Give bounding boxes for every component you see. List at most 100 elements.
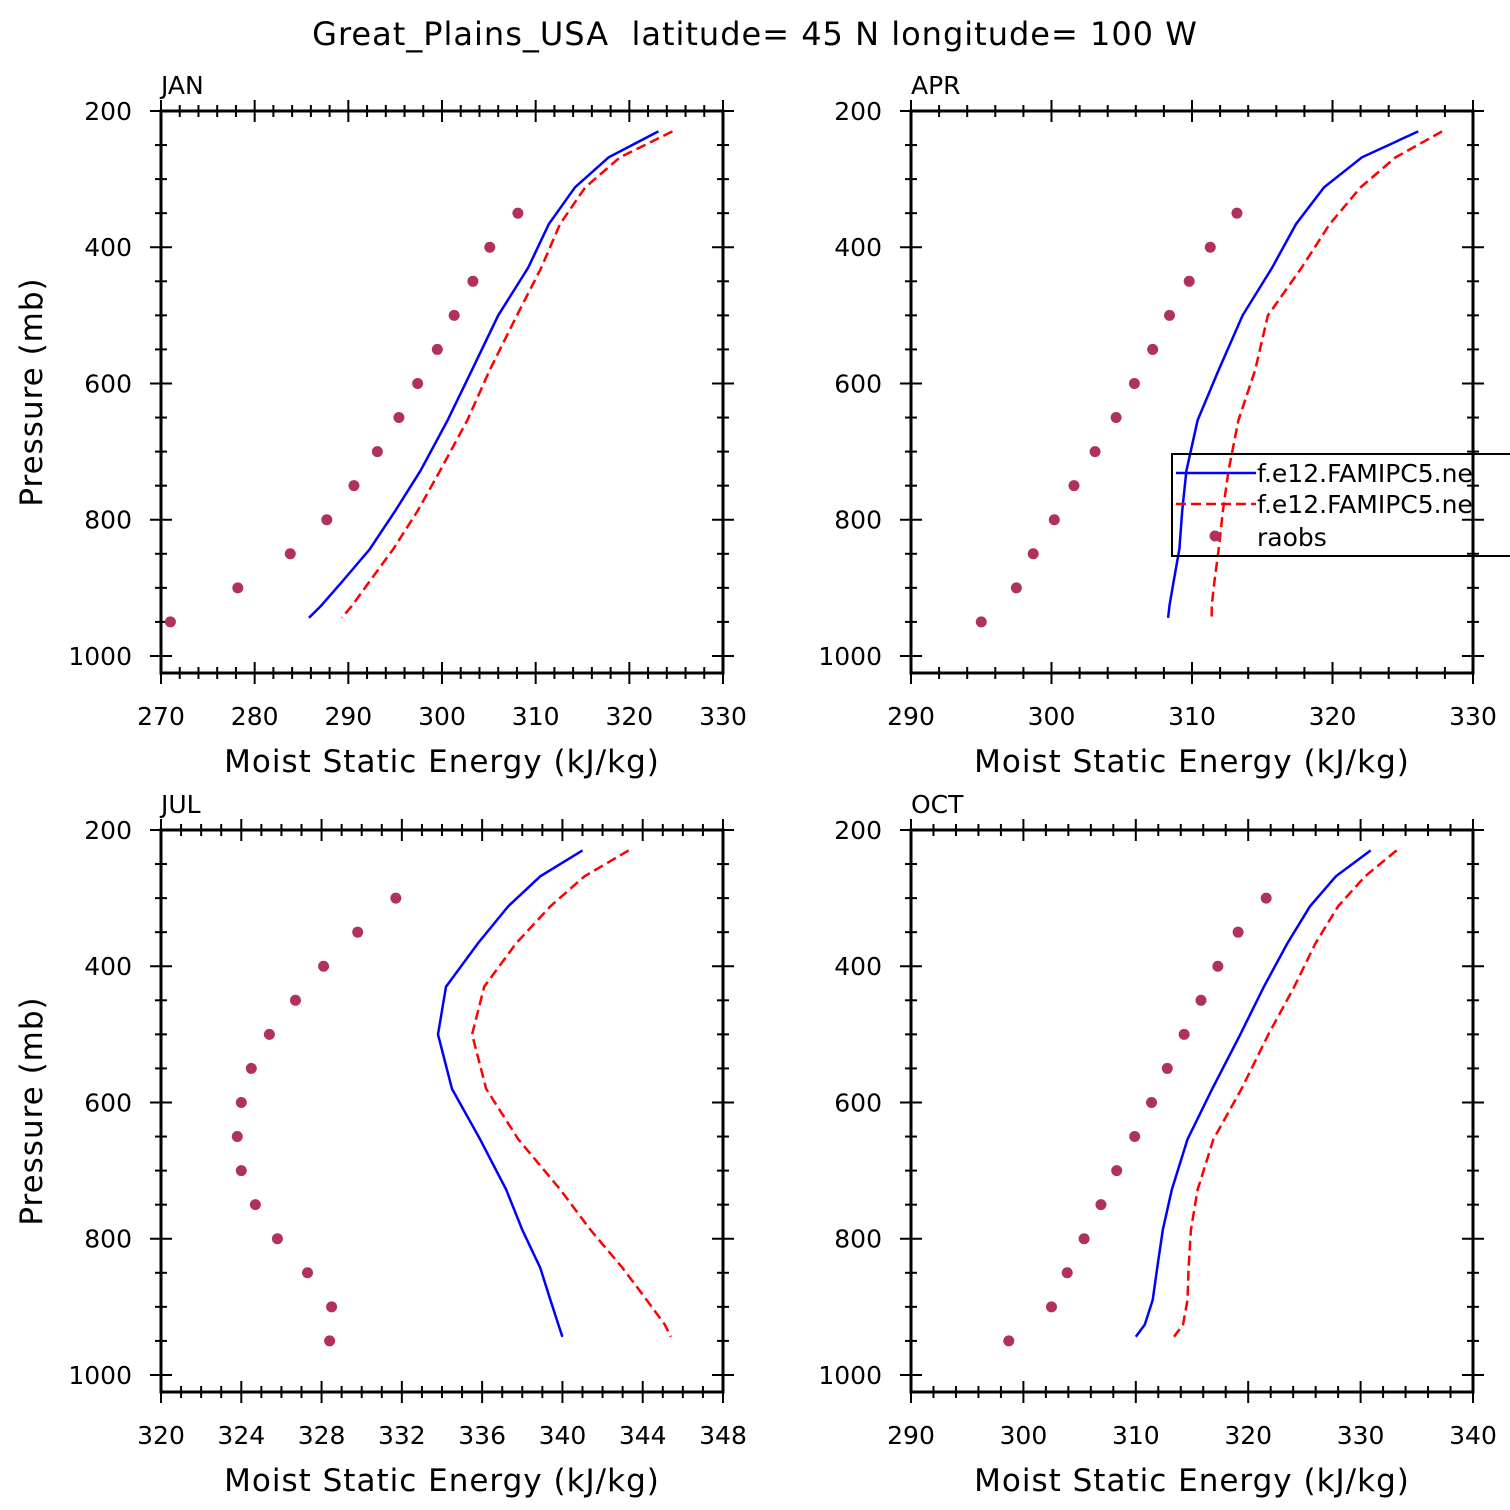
panel-title: JUL: [159, 790, 201, 819]
raobs-point: [1161, 1062, 1173, 1074]
x-tick-label: 310: [512, 702, 560, 731]
raobs-point: [232, 582, 244, 594]
ticks: [900, 100, 1484, 684]
raobs-point: [1147, 343, 1159, 355]
x-tick-label: 310: [1168, 702, 1216, 731]
raobs-point: [235, 1096, 247, 1108]
model-b-line: [1172, 849, 1398, 1338]
y-tick-label: 400: [84, 233, 132, 262]
legend-entry: f.e12.FAMIPC5.ne: [1257, 459, 1473, 488]
panel-jul: JUL 320 324 328 332 336 340 344 348 200 400 600 800 1…: [14, 790, 747, 1499]
y-tick-label: 1000: [818, 1361, 882, 1390]
model-a-line: [308, 130, 659, 619]
y-axis-label: Pressure (mb): [14, 277, 50, 506]
x-tick-label: 300: [1028, 702, 1076, 731]
panel-apr: APR 290 300 310 320 330 200 400 600 800 1000 Moist …: [818, 71, 1496, 780]
data-layer: [231, 849, 672, 1347]
x-tick-label: 300: [1000, 1421, 1048, 1450]
raobs-point: [1231, 207, 1243, 219]
x-tick-label: 320: [605, 702, 653, 731]
panel-title: APR: [911, 71, 961, 100]
raobs-point: [289, 994, 301, 1006]
ticks: [150, 100, 734, 684]
y-tick-label: 200: [84, 816, 132, 845]
panel-oct: OCT 290 300 310 320 330 340 200 400 600 800 1000 Moi…: [818, 790, 1496, 1499]
raobs-point: [393, 412, 405, 424]
x-tick-label: 290: [324, 702, 372, 731]
model-a-line: [1166, 130, 1419, 618]
raobs-point: [1212, 960, 1224, 972]
raobs-point: [1129, 1131, 1141, 1143]
x-tick-label: 336: [458, 1421, 506, 1450]
raobs-point: [235, 1165, 247, 1177]
raobs-point: [1110, 412, 1122, 424]
legend: f.e12.FAMIPC5.nef.e12.FAMIPC5.ne raobs: [1171, 453, 1510, 557]
data-layer: [164, 130, 673, 628]
raobs-point: [1061, 1267, 1073, 1279]
raobs-point: [1111, 1165, 1123, 1177]
x-tick-label: 348: [699, 1421, 747, 1450]
y-tick-label: 800: [84, 506, 132, 535]
x-tick-label: 330: [699, 702, 747, 731]
raobs-point: [390, 892, 402, 904]
model-a-line: [1134, 849, 1372, 1338]
model-b-line: [470, 849, 672, 1338]
x-tick-label: 320: [137, 1421, 185, 1450]
x-tick-label: 290: [887, 1421, 935, 1450]
x-axis-label: Moist Static Energy (kJ/kg): [224, 1463, 660, 1499]
y-tick-label: 400: [834, 233, 882, 262]
y-tick-label: 600: [834, 1088, 882, 1117]
plot-frame: [909, 828, 1475, 1394]
x-tick-label: 280: [231, 702, 279, 731]
x-axis-label: Moist Static Energy (kJ/kg): [224, 744, 660, 780]
panel-jan: JAN 270 280 290 300 310 320 330 200 400 600 800 1000…: [14, 71, 747, 780]
raobs-point: [302, 1267, 314, 1279]
model-b-line: [340, 130, 673, 619]
raobs-point: [1183, 275, 1195, 287]
raobs-point: [512, 207, 524, 219]
raobs-point: [348, 480, 360, 492]
raobs-point: [1046, 1301, 1057, 1313]
raobs-point: [271, 1233, 283, 1245]
raobs-point: [249, 1199, 261, 1211]
raobs-point: [1089, 446, 1101, 458]
raobs-point: [467, 275, 479, 287]
panel-title: OCT: [911, 790, 964, 819]
y-tick-label: 200: [834, 816, 882, 845]
panel-title: JAN: [159, 71, 204, 100]
plot-frame: [909, 109, 1475, 675]
y-tick-label: 1000: [68, 1361, 132, 1390]
x-axis-label: Moist Static Energy (kJ/kg): [974, 744, 1410, 780]
x-tick-label: 332: [378, 1421, 426, 1450]
raobs-point: [1010, 582, 1022, 594]
raobs-point: [1068, 480, 1080, 492]
x-tick-label: 340: [1449, 1421, 1497, 1450]
raobs-point: [448, 309, 460, 321]
raobs-point: [318, 960, 330, 972]
x-tick-label: 344: [619, 1421, 667, 1450]
raobs-point: [284, 548, 296, 560]
raobs-point: [431, 343, 443, 355]
x-tick-label: 330: [1337, 1421, 1385, 1450]
raobs-point: [1195, 994, 1207, 1006]
legend-entry: raobs: [1257, 523, 1327, 552]
raobs-point: [1204, 241, 1216, 253]
data-layer: [1003, 849, 1398, 1347]
y-tick-label: 800: [834, 1225, 882, 1254]
y-tick-label: 800: [84, 1225, 132, 1254]
raobs-point: [1048, 514, 1060, 526]
raobs-point: [231, 1131, 243, 1143]
y-tick-label: 400: [834, 952, 882, 981]
x-tick-label: 310: [1112, 1421, 1160, 1450]
x-tick-label: 300: [418, 702, 466, 731]
raobs-point: [352, 926, 364, 938]
ticks: [150, 819, 734, 1403]
x-tick-label: 290: [887, 702, 935, 731]
raobs-point: [164, 616, 176, 628]
x-tick-label: 328: [298, 1421, 346, 1450]
raobs-point: [245, 1062, 257, 1074]
chart-title: Great_Plains_USA latitude= 45 N longitud…: [312, 15, 1198, 53]
y-tick-label: 1000: [68, 642, 132, 671]
x-tick-label: 324: [217, 1421, 265, 1450]
x-tick-label: 320: [1224, 1421, 1272, 1450]
